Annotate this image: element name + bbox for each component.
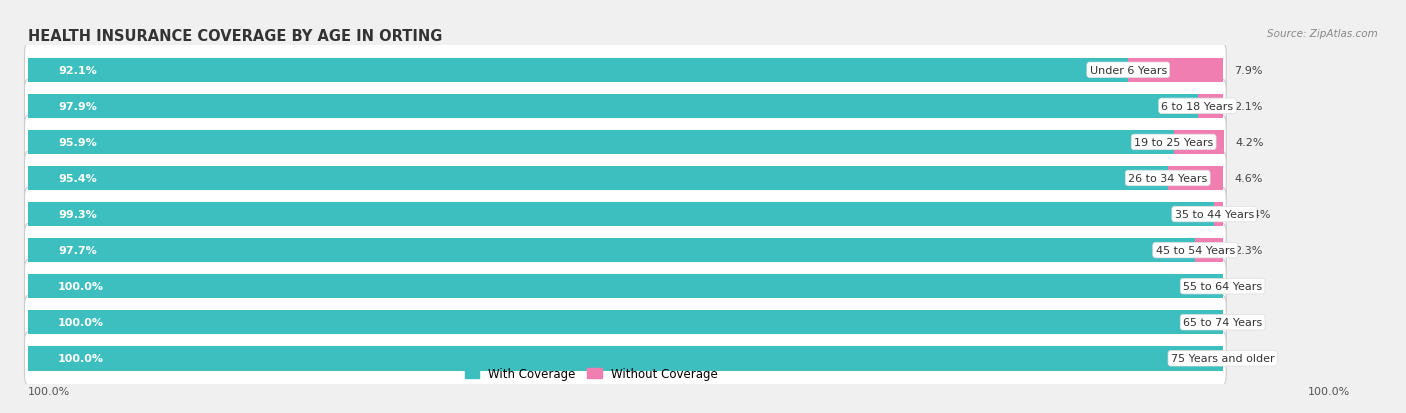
FancyBboxPatch shape xyxy=(24,260,1226,313)
Text: 0.0%: 0.0% xyxy=(1234,318,1263,328)
Bar xyxy=(28,166,1168,191)
Text: 55 to 64 Years: 55 to 64 Years xyxy=(1182,282,1263,292)
Text: 0.0%: 0.0% xyxy=(1234,282,1263,292)
Bar xyxy=(1174,131,1223,155)
Bar xyxy=(28,238,1195,263)
Text: 97.7%: 97.7% xyxy=(58,245,97,256)
Bar xyxy=(28,131,1174,155)
Text: 95.9%: 95.9% xyxy=(58,138,97,147)
Text: 100.0%: 100.0% xyxy=(58,318,104,328)
Text: 0.74%: 0.74% xyxy=(1234,209,1271,220)
Text: 100.0%: 100.0% xyxy=(28,387,70,396)
Text: 19 to 25 Years: 19 to 25 Years xyxy=(1135,138,1213,147)
FancyBboxPatch shape xyxy=(24,296,1226,349)
Bar xyxy=(28,274,1223,299)
Text: 100.0%: 100.0% xyxy=(58,354,104,363)
Bar xyxy=(1128,58,1223,83)
Legend: With Coverage, Without Coverage: With Coverage, Without Coverage xyxy=(460,362,723,385)
Bar xyxy=(28,58,1128,83)
Text: 4.6%: 4.6% xyxy=(1234,173,1263,183)
Text: 97.9%: 97.9% xyxy=(58,102,97,112)
Bar xyxy=(1215,202,1223,227)
Text: 100.0%: 100.0% xyxy=(1308,387,1350,396)
FancyBboxPatch shape xyxy=(24,80,1226,133)
Text: 4.2%: 4.2% xyxy=(1236,138,1264,147)
Text: 26 to 34 Years: 26 to 34 Years xyxy=(1128,173,1208,183)
Text: 100.0%: 100.0% xyxy=(58,282,104,292)
Text: HEALTH INSURANCE COVERAGE BY AGE IN ORTING: HEALTH INSURANCE COVERAGE BY AGE IN ORTI… xyxy=(28,29,443,44)
Text: Under 6 Years: Under 6 Years xyxy=(1090,66,1167,76)
Text: Source: ZipAtlas.com: Source: ZipAtlas.com xyxy=(1267,29,1378,39)
Bar xyxy=(1168,166,1223,191)
Text: 75 Years and older: 75 Years and older xyxy=(1171,354,1274,363)
Text: 2.3%: 2.3% xyxy=(1234,245,1263,256)
FancyBboxPatch shape xyxy=(24,152,1226,205)
Text: 6 to 18 Years: 6 to 18 Years xyxy=(1161,102,1233,112)
Text: 99.3%: 99.3% xyxy=(58,209,97,220)
FancyBboxPatch shape xyxy=(24,188,1226,241)
Text: 2.1%: 2.1% xyxy=(1234,102,1263,112)
Bar xyxy=(1195,238,1223,263)
Text: 35 to 44 Years: 35 to 44 Years xyxy=(1174,209,1254,220)
FancyBboxPatch shape xyxy=(24,116,1226,169)
Bar xyxy=(28,346,1223,370)
Bar xyxy=(1198,95,1223,119)
Text: 65 to 74 Years: 65 to 74 Years xyxy=(1182,318,1263,328)
Bar xyxy=(28,95,1198,119)
Bar xyxy=(28,202,1215,227)
Text: 45 to 54 Years: 45 to 54 Years xyxy=(1156,245,1234,256)
FancyBboxPatch shape xyxy=(24,44,1226,97)
Text: 0.0%: 0.0% xyxy=(1234,354,1263,363)
Text: 92.1%: 92.1% xyxy=(58,66,97,76)
FancyBboxPatch shape xyxy=(24,332,1226,385)
Bar xyxy=(28,310,1223,335)
FancyBboxPatch shape xyxy=(24,224,1226,277)
Text: 7.9%: 7.9% xyxy=(1234,66,1263,76)
Text: 95.4%: 95.4% xyxy=(58,173,97,183)
